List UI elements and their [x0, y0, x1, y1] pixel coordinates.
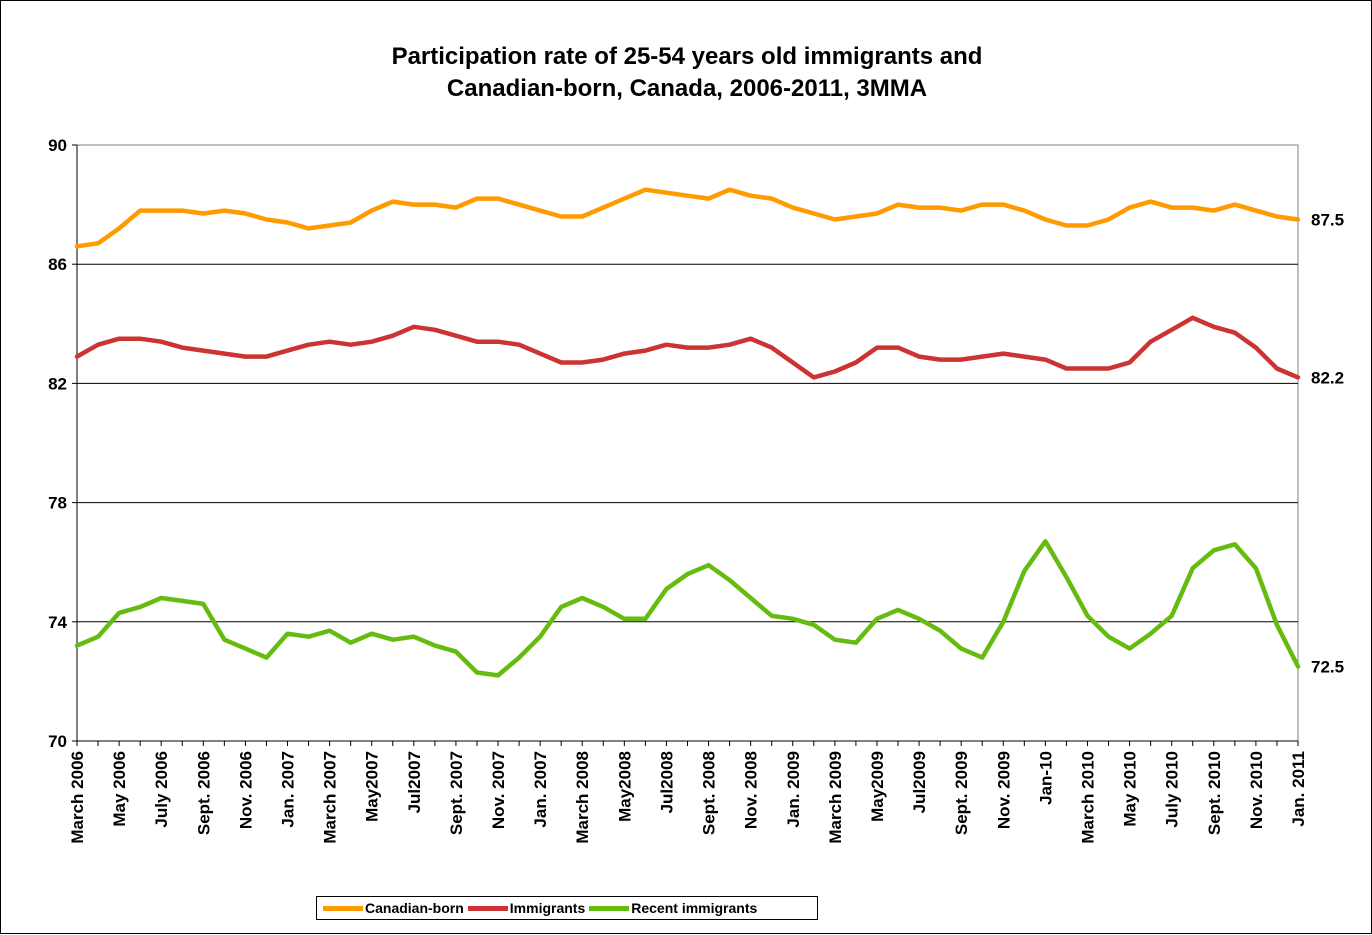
x-tick-label: Sept. 2007: [447, 751, 466, 835]
series-line-immigrants: [74, 315, 1301, 380]
x-tick-label: Jul2008: [657, 751, 676, 813]
x-tick-label: Sept. 2006: [194, 751, 213, 835]
x-tick-label: Jan. 2009: [784, 751, 803, 828]
x-tick-label: May 2006: [110, 751, 129, 827]
x-tick-label: May2008: [615, 751, 634, 822]
legend-item: Immigrants: [467, 900, 586, 916]
legend-swatch: [589, 905, 630, 911]
x-tick-label: Nov. 2007: [489, 751, 508, 829]
series-line-recent-immigrants: [74, 539, 1301, 678]
series-line-canadian-born: [74, 187, 1301, 249]
x-tick-label: Nov. 2008: [742, 751, 761, 829]
x-tick-label: July 2006: [152, 751, 171, 828]
end-value-label: 72.5: [1311, 658, 1344, 677]
x-tick-label: Sept. 2010: [1205, 751, 1224, 835]
x-tick-label: Jan. 2007: [531, 751, 550, 828]
y-tick-label: 86: [48, 255, 67, 274]
legend-swatch: [467, 905, 508, 911]
x-tick-label: Jan. 2011: [1289, 751, 1308, 827]
y-tick-label: 82: [48, 374, 67, 393]
x-tick-label: Jul2007: [405, 751, 424, 813]
end-value-label: 87.5: [1311, 211, 1344, 230]
x-tick-label: Jul2009: [910, 751, 929, 813]
chart-title-line-1: Participation rate of 25-54 years old im…: [391, 43, 983, 70]
x-tick-label: Nov. 2009: [994, 751, 1013, 829]
x-tick-label: Sept. 2009: [952, 751, 971, 835]
end-value-label: 82.2: [1311, 368, 1344, 387]
y-tick-label: 78: [48, 494, 67, 513]
legend-label: Recent immigrants: [631, 900, 758, 916]
legend-label: Immigrants: [509, 900, 586, 916]
legend-swatch: [323, 905, 363, 911]
chart-title-line-2: Canadian-born, Canada, 2006-2011, 3MMA: [446, 75, 928, 102]
legend-label: Canadian-born: [365, 900, 464, 916]
x-tick-label: Nov. 2010: [1247, 751, 1266, 829]
y-tick-label: 90: [48, 136, 67, 155]
legend-item: Canadian-born: [323, 900, 464, 916]
legend-item: Recent immigrants: [589, 900, 757, 916]
x-tick-label: May 2010: [1121, 751, 1140, 827]
x-tick-label: Jan-10: [1036, 751, 1055, 805]
y-tick-label: 70: [48, 732, 67, 751]
plot-area: [76, 144, 1299, 742]
x-tick-label: March 2010: [1078, 751, 1097, 844]
x-tick-label: May2007: [363, 751, 382, 822]
x-tick-label: May2009: [868, 751, 887, 822]
x-tick-label: Jan. 2007: [279, 751, 298, 828]
x-tick-label: March 2006: [68, 751, 87, 844]
x-tick-label: July 2010: [1163, 751, 1182, 828]
x-tick-label: March 2007: [321, 751, 340, 844]
x-tick-label: Sept. 2008: [700, 751, 719, 835]
chart-title: Participation rate of 25-54 years old im…: [1, 41, 1372, 105]
x-tick-label: March 2009: [826, 751, 845, 844]
y-tick-label: 74: [48, 613, 67, 632]
x-tick-label: March 2008: [573, 751, 592, 844]
chart-legend: Canadian-born Immigrants Recent immigrants: [316, 896, 818, 920]
x-tick-label: Nov. 2006: [236, 751, 255, 829]
